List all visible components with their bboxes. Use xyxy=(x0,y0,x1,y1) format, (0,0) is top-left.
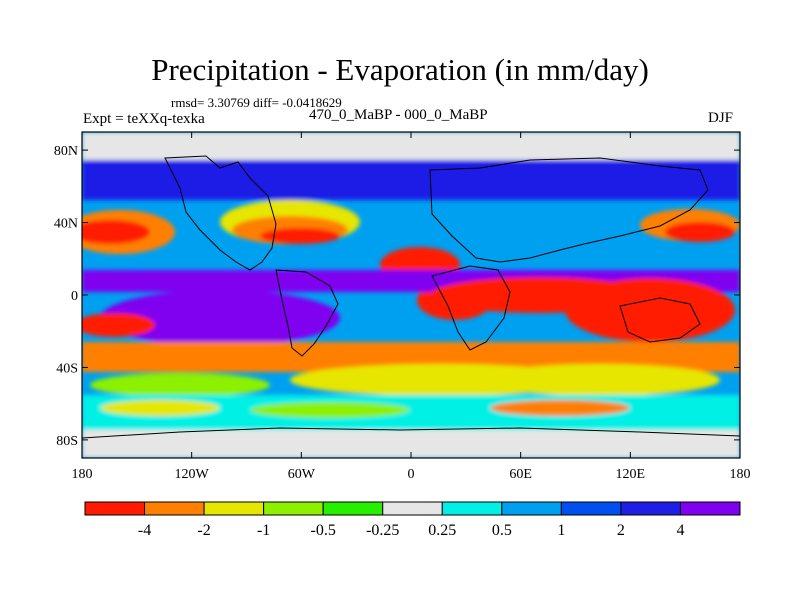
colorbar-swatch xyxy=(441,501,503,516)
field-layer xyxy=(82,132,740,458)
land-australia xyxy=(619,297,701,343)
colorbar-label: 1 xyxy=(557,522,565,539)
colorbar-label: -2 xyxy=(197,522,210,539)
lat-tick-label: 0 xyxy=(71,289,78,304)
colorbar: -4 -2 -1 -0.5 -0.25 0.25 0.5 1 2 4 xyxy=(84,501,741,539)
stats-text: rmsd= 3.30769 diff= -0.0418629 xyxy=(171,95,342,110)
lon-tick-label: 0 xyxy=(408,467,415,482)
land-outlines xyxy=(81,155,741,439)
lat-tick-label: 80N xyxy=(54,144,78,159)
period-label: 470_0_MaBP - 000_0_MaBP xyxy=(309,107,488,123)
page-title: Precipitation - Evaporation (in mm/day) xyxy=(151,52,649,87)
lat-tick-label: 40N xyxy=(54,217,78,232)
lon-tick-label: 60W xyxy=(288,467,316,482)
colorbar-swatch xyxy=(620,501,681,516)
land-eurasia xyxy=(429,157,709,263)
colorbar-label: -4 xyxy=(138,522,151,539)
colorbar-swatch xyxy=(501,501,562,516)
lon-tick-label: 120E xyxy=(616,467,646,482)
colorbar-swatch xyxy=(263,501,324,516)
colorbar-label: 4 xyxy=(676,522,684,539)
lon-tick-label: 120W xyxy=(175,467,210,482)
map-axes: 80N 40N 0 40S 80S 180 120W 60W 0 60E 120E 180 xyxy=(54,132,751,482)
land-north-america xyxy=(164,155,277,271)
land-africa xyxy=(431,265,511,351)
colorbar-label: 2 xyxy=(617,522,625,539)
colorbar-label: 0.25 xyxy=(428,522,456,539)
land-antarctica xyxy=(81,427,741,439)
land-south-america xyxy=(275,269,339,357)
lat-tick-label: 40S xyxy=(56,361,78,376)
colorbar-swatch xyxy=(382,501,443,516)
colorbar-label: 0.5 xyxy=(492,522,512,539)
lon-tick-label: 180 xyxy=(72,467,93,482)
colorbar-swatch xyxy=(84,501,146,516)
experiment-label: Expt = teXXq-texka xyxy=(83,111,205,127)
colorbar-swatch xyxy=(679,501,741,516)
lon-tick-label: 60E xyxy=(509,467,532,482)
colorbar-label: -0.5 xyxy=(311,522,336,539)
colorbar-swatch xyxy=(144,501,205,516)
colorbar-label: -0.25 xyxy=(366,522,399,539)
colorbar-swatch xyxy=(322,501,384,516)
season-label: DJF xyxy=(708,110,734,126)
colorbar-label: -1 xyxy=(257,522,270,539)
colorbar-swatch xyxy=(560,501,622,516)
lat-tick-label: 80S xyxy=(56,434,78,449)
lon-tick-label: 180 xyxy=(730,467,751,482)
colorbar-swatch xyxy=(203,501,265,516)
